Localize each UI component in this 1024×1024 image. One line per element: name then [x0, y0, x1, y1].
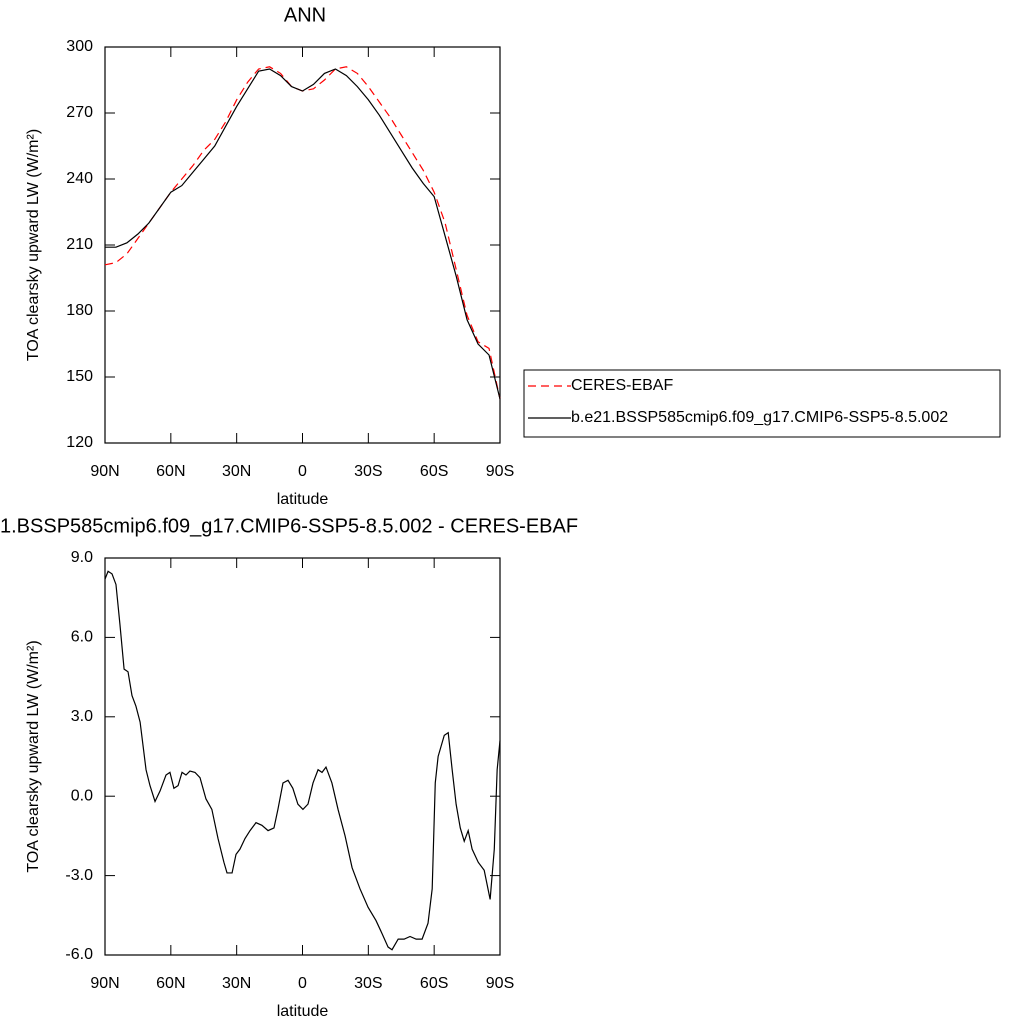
- data-line: [104, 570, 501, 951]
- legend-label: CERES-EBAF: [571, 377, 673, 394]
- x-tick-label: 30N: [222, 975, 251, 992]
- plot-frame: [104, 46, 501, 444]
- x-tick-label: 90S: [486, 975, 514, 992]
- x-tick-label: 30S: [354, 463, 382, 480]
- y-tick-label: 3.0: [71, 708, 93, 725]
- x-tick-label: 0: [298, 975, 307, 992]
- y-tick-label: 270: [66, 104, 93, 121]
- chart-title: ANN: [284, 4, 326, 26]
- legend-box: [523, 369, 1001, 438]
- data-line: [105, 68, 501, 400]
- y-tick-label: 150: [66, 368, 93, 385]
- x-tick-label: 0: [298, 463, 307, 480]
- data-line: [104, 66, 501, 400]
- y-axis-label: TOA clearsky upward LW (W/m²): [25, 640, 42, 872]
- chart-title: 1.BSSP585cmip6.f09_g17.CMIP6-SSP5-8.5.00…: [0, 515, 578, 537]
- y-tick-label: -6.0: [65, 946, 93, 963]
- x-axis-label: latitude: [277, 1003, 329, 1020]
- x-tick-label: 60S: [420, 463, 448, 480]
- y-tick-label: 300: [66, 38, 93, 55]
- y-tick-label: 6.0: [71, 629, 93, 646]
- y-tick-label: 240: [66, 170, 93, 187]
- y-tick-label: 9.0: [71, 549, 93, 566]
- x-axis-label: latitude: [277, 491, 329, 508]
- x-tick-label: 60N: [156, 463, 185, 480]
- legend-label: b.e21.BSSP585cmip6.f09_g17.CMIP6-SSP5-8.…: [571, 409, 948, 426]
- y-axis-label: TOA clearsky upward LW (W/m²): [25, 129, 42, 361]
- y-tick-label: 180: [66, 302, 93, 319]
- x-tick-label: 90S: [486, 463, 514, 480]
- y-tick-label: 120: [66, 434, 93, 451]
- x-tick-label: 90N: [90, 463, 119, 480]
- x-tick-label: 30N: [222, 463, 251, 480]
- x-tick-label: 90N: [90, 975, 119, 992]
- x-tick-label: 60S: [420, 975, 448, 992]
- x-tick-label: 60N: [156, 975, 185, 992]
- y-tick-label: -3.0: [65, 867, 93, 884]
- x-tick-label: 30S: [354, 975, 382, 992]
- y-tick-label: 0.0: [71, 787, 93, 804]
- y-tick-label: 210: [66, 236, 93, 253]
- plot-frame: [104, 557, 501, 956]
